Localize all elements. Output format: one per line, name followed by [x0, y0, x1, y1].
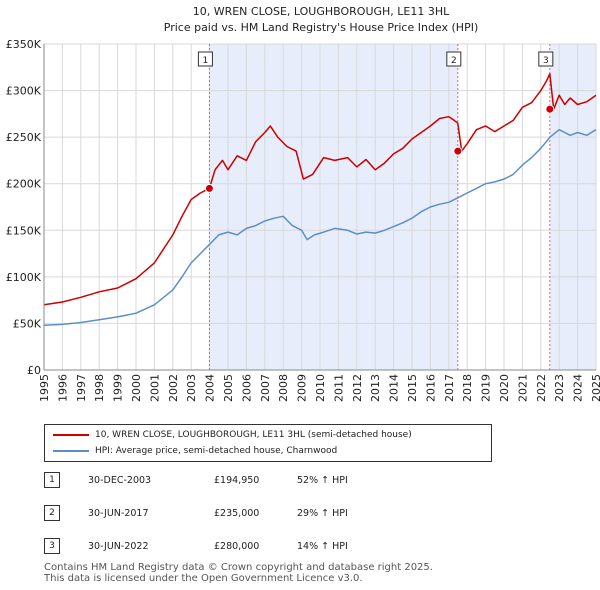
- sale-point: [204, 183, 214, 193]
- sale-marker-label: 1: [203, 56, 209, 66]
- x-tick-label: 1999: [112, 374, 125, 402]
- x-tick-label: 2018: [461, 374, 474, 402]
- x-tick-label: 2008: [277, 374, 290, 402]
- x-tick-label: 2025: [590, 374, 600, 402]
- sale-hpi-change: 52% ↑ HPI: [297, 475, 348, 486]
- x-tick-label: 2011: [332, 374, 345, 402]
- legend-item-property: 10, WREN CLOSE, LOUGHBOROUGH, LE11 3HL (…: [53, 428, 412, 442]
- x-tick-label: 2015: [406, 374, 419, 402]
- sale-number: 1: [44, 472, 60, 488]
- sale-price: £194,950: [214, 475, 260, 486]
- x-tick-label: 1998: [93, 374, 106, 402]
- ownership-band: [209, 44, 458, 370]
- legend: 10, WREN CLOSE, LOUGHBOROUGH, LE11 3HL (…: [44, 424, 492, 462]
- x-tick-label: 2010: [314, 374, 327, 402]
- x-tick-label: 2002: [167, 374, 180, 402]
- x-tick-label: 2016: [424, 374, 437, 402]
- x-tick-label: 1996: [56, 374, 69, 402]
- x-tick-label: 2020: [498, 374, 511, 402]
- sale-date: 30-JUN-2022: [88, 541, 149, 552]
- x-tick-label: 2017: [443, 374, 456, 402]
- x-tick-label: 2013: [369, 374, 382, 402]
- y-tick-label: £0: [27, 364, 41, 377]
- x-tick-label: 2007: [259, 374, 272, 402]
- x-tick-label: 2000: [130, 374, 143, 402]
- x-tick-label: 2021: [516, 374, 529, 402]
- x-tick-label: 1997: [75, 374, 88, 402]
- x-tick-label: 1995: [38, 374, 51, 402]
- footer-copyright: Contains HM Land Registry data © Crown c…: [44, 562, 433, 573]
- x-tick-label: 2001: [148, 374, 161, 402]
- footer: Contains HM Land Registry data © Crown c…: [44, 562, 433, 584]
- legend-swatch-hpi: [53, 449, 89, 452]
- chart-subtitle: Price paid vs. HM Land Registry's House …: [164, 21, 479, 34]
- x-tick-label: 2004: [204, 374, 217, 402]
- x-tick-label: 2014: [388, 374, 401, 402]
- legend-item-hpi: HPI: Average price, semi-detached house,…: [53, 444, 337, 458]
- y-tick-label: £300K: [6, 85, 42, 98]
- sale-price: £235,000: [214, 508, 260, 519]
- sale-marker-box: [538, 51, 554, 67]
- sale-hpi-change: 29% ↑ HPI: [297, 508, 348, 519]
- y-tick-label: £200K: [6, 178, 42, 191]
- legend-label-property: 10, WREN CLOSE, LOUGHBOROUGH, LE11 3HL (…: [95, 430, 412, 440]
- x-tick-label: 2022: [535, 374, 548, 402]
- sale-row: 1 30-DEC-2003 £194,950 52% ↑ HPI: [44, 472, 404, 490]
- footer-licence: This data is licensed under the Open Gov…: [44, 573, 363, 584]
- chart-title: 10, WREN CLOSE, LOUGHBOROUGH, LE11 3HL: [193, 5, 450, 18]
- x-tick-label: 2024: [572, 374, 585, 402]
- y-tick-label: £50K: [13, 317, 42, 330]
- sale-marker-box: [446, 51, 462, 67]
- sale-marker-label: 3: [543, 56, 549, 66]
- sale-number: 3: [44, 538, 60, 554]
- x-tick-label: 2009: [296, 374, 309, 402]
- sale-row: 3 30-JUN-2022 £280,000 14% ↑ HPI: [44, 538, 404, 556]
- sale-date: 30-DEC-2003: [88, 475, 152, 486]
- sale-row: 2 30-JUN-2017 £235,000 29% ↑ HPI: [44, 505, 404, 523]
- sale-hpi-change: 14% ↑ HPI: [297, 541, 348, 552]
- y-tick-label: £350K: [6, 38, 42, 51]
- x-tick-label: 2023: [553, 374, 566, 402]
- property-series-line: [43, 73, 597, 306]
- sale-marker-label: 2: [451, 56, 457, 66]
- x-tick-label: 2005: [222, 374, 235, 402]
- legend-swatch-property: [53, 433, 89, 436]
- sale-marker-box: [197, 51, 213, 67]
- x-tick-label: 2006: [240, 374, 253, 402]
- x-tick-label: 2019: [480, 374, 493, 402]
- hpi-series-line: [43, 128, 597, 327]
- sale-point: [545, 104, 555, 114]
- x-tick-label: 2003: [185, 374, 198, 402]
- sale-number: 2: [44, 505, 60, 521]
- price-chart: 10, WREN CLOSE, LOUGHBOROUGH, LE11 3HL P…: [6, 5, 600, 402]
- legend-label-hpi: HPI: Average price, semi-detached house,…: [95, 446, 338, 456]
- ownership-band: [549, 44, 596, 370]
- y-tick-label: £250K: [6, 131, 42, 144]
- sale-date: 30-JUN-2017: [88, 508, 149, 519]
- y-tick-label: £150K: [6, 224, 42, 237]
- x-tick-label: 2012: [351, 374, 364, 402]
- y-tick-label: £100K: [6, 271, 42, 284]
- sale-point: [453, 146, 463, 156]
- sale-price: £280,000: [214, 541, 260, 552]
